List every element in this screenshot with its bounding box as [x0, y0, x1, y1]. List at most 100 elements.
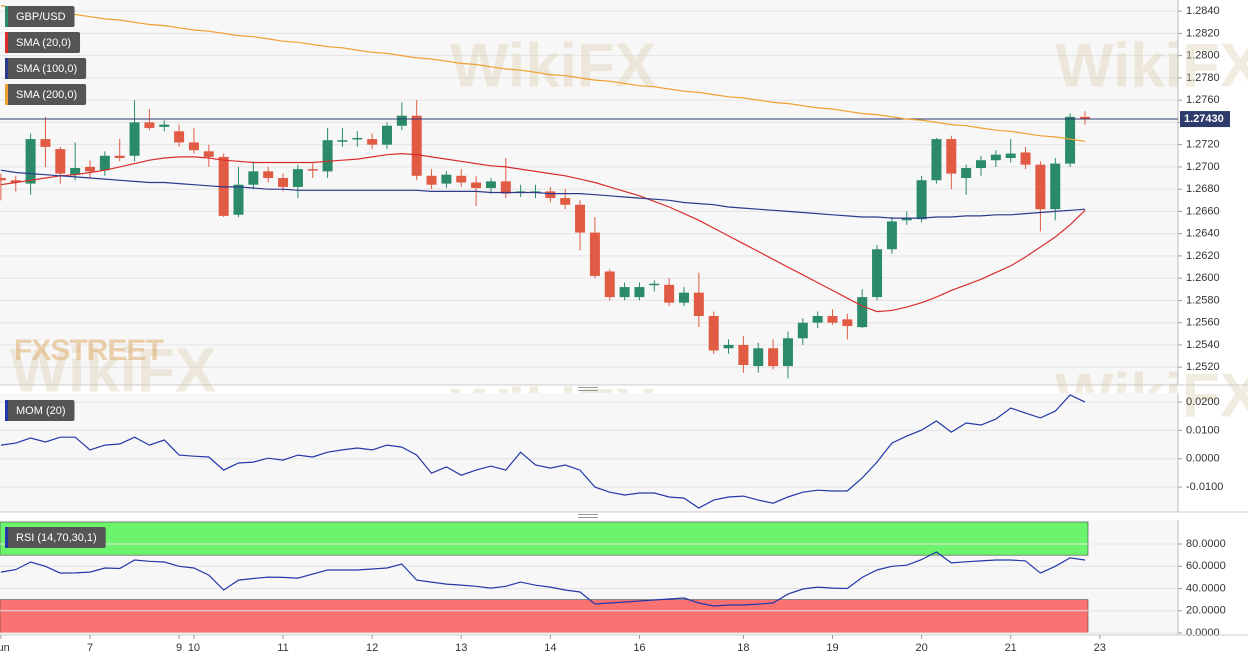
candle-body — [604, 271, 615, 298]
candle-body — [797, 322, 808, 339]
candle-body — [976, 160, 986, 169]
candle-body — [857, 297, 868, 328]
legend-swatch — [5, 400, 8, 421]
legend-swatch — [5, 32, 8, 53]
candle-body — [85, 166, 95, 172]
legend-label: SMA (200,0) — [16, 89, 77, 101]
candle-body — [782, 338, 793, 367]
candle-body — [723, 344, 734, 349]
watermark: WikiFX — [1055, 31, 1248, 100]
candle-body — [337, 140, 348, 142]
candle-body — [679, 292, 689, 303]
candle-body — [886, 221, 897, 250]
y-tick-label: 1.2580 — [1186, 294, 1220, 306]
y-tick-label: 1.2820 — [1186, 27, 1220, 39]
y-tick-label: 20.0000 — [1186, 605, 1226, 617]
candle-body — [352, 137, 363, 140]
series-line — [0, 169, 1086, 219]
candle-body — [664, 284, 675, 303]
y-tick-label: 1.2600 — [1186, 272, 1220, 284]
candle-body — [292, 169, 303, 187]
panel-background — [0, 393, 1178, 512]
y-tick-label: 1.2800 — [1186, 50, 1220, 62]
legend-item: SMA (100,0) — [5, 58, 87, 79]
candle-body — [382, 125, 392, 145]
candle-body — [1079, 116, 1090, 120]
y-tick-label: 1.2840 — [1186, 5, 1220, 17]
candle-body — [708, 316, 719, 351]
candle-body — [545, 191, 556, 199]
candle-body — [263, 171, 274, 179]
y-tick-label: 1.2520 — [1186, 361, 1220, 373]
candle-body — [961, 168, 972, 179]
legend-box — [5, 32, 81, 53]
x-tick-label: 13 — [455, 642, 467, 654]
candle-body — [634, 287, 645, 298]
y-tick-label: 1.2700 — [1186, 161, 1220, 173]
candle-body — [693, 292, 704, 317]
last-price-box — [1180, 111, 1230, 128]
candle-body — [1020, 152, 1031, 165]
candle-body — [619, 287, 630, 298]
watermark: WikiFX — [450, 31, 656, 100]
candle-body — [946, 139, 957, 174]
y-tick-label: 0.0000 — [1186, 453, 1220, 465]
x-tick-label: 10 — [188, 642, 200, 654]
x-tick-label: 9 — [176, 642, 182, 654]
legend-box — [5, 84, 87, 105]
candle-body — [70, 168, 81, 175]
candle-body — [233, 184, 244, 215]
candle-body — [768, 348, 779, 367]
legend-swatch — [5, 527, 8, 548]
legend-label: SMA (20,0) — [16, 37, 71, 49]
x-tick-label: Jun — [0, 642, 10, 654]
candle-body — [827, 316, 838, 323]
y-tick-label: 1.2640 — [1186, 228, 1220, 240]
candle-body — [485, 181, 496, 189]
y-tick-label: 40.0000 — [1186, 582, 1226, 594]
y-tick-label: 1.2620 — [1186, 250, 1220, 262]
candle-body — [589, 232, 600, 276]
candle-body — [10, 180, 21, 183]
candle-body — [174, 131, 185, 143]
y-tick-label: 1.2540 — [1186, 339, 1220, 351]
candle-body — [322, 140, 333, 172]
candle-body — [55, 149, 66, 174]
candle-body — [916, 180, 927, 220]
legend-box — [5, 400, 75, 421]
series-line — [0, 394, 1086, 509]
candle-body — [307, 169, 318, 171]
rsi-band — [0, 599, 1089, 634]
candle-body — [872, 249, 883, 298]
series-line — [0, 5, 1086, 142]
candle-body — [842, 319, 853, 327]
candle-body — [575, 204, 586, 233]
y-tick-label: 0.0000 — [1186, 627, 1220, 639]
x-tick-label: 23 — [1094, 642, 1106, 654]
candle-body — [144, 122, 155, 128]
candle-body — [248, 171, 259, 185]
candle-body — [560, 198, 571, 205]
candle-body — [114, 155, 125, 159]
legend-item: RSI (14,70,30,1) — [5, 527, 106, 548]
y-tick-label: 80.0000 — [1186, 538, 1226, 550]
x-tick-label: 21 — [1005, 642, 1017, 654]
candle-body — [812, 316, 823, 323]
y-tick-label: 0.0100 — [1186, 424, 1220, 436]
candle-body — [1005, 153, 1016, 159]
x-tick-label: 16 — [633, 642, 645, 654]
x-tick-label: 18 — [737, 642, 749, 654]
y-tick-label: 1.2680 — [1186, 183, 1220, 195]
series-line — [0, 152, 1086, 313]
y-tick-label: 1.2720 — [1186, 139, 1220, 151]
candle-body — [159, 124, 170, 127]
candle-body — [188, 142, 199, 151]
legend-label: MOM (20) — [16, 405, 66, 417]
candle-body — [40, 139, 51, 147]
panel-background — [0, 0, 1178, 385]
legend-item: GBP/USD — [5, 6, 75, 27]
legend-item: SMA (20,0) — [5, 32, 81, 53]
x-tick-label: 11 — [277, 642, 288, 654]
candle-body — [99, 155, 110, 171]
